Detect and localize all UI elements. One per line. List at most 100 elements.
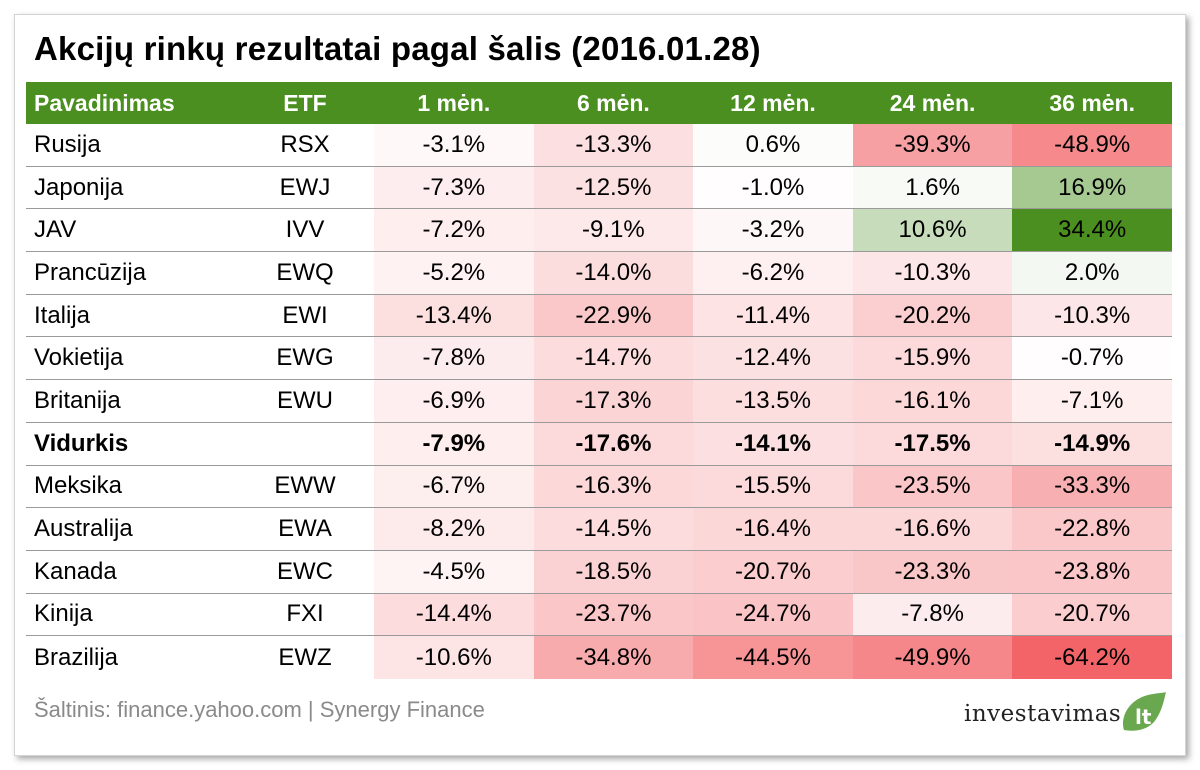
- column-header: 24 mėn.: [889, 89, 976, 116]
- logo-leaf-icon: lt: [1123, 692, 1166, 731]
- return-value-cell: -16.6%: [852, 508, 1013, 550]
- country-name: Kinija: [34, 600, 93, 628]
- source-note: Šaltinis: finance.yahoo.com | Synergy Fi…: [34, 697, 485, 722]
- return-value-cell: -20.2%: [852, 294, 1013, 337]
- country-name: Kanada: [34, 557, 117, 585]
- return-value-cell: -7.8%: [852, 593, 1013, 636]
- return-value-cell: -22.8%: [1012, 508, 1172, 550]
- return-value-cell: -7.2%: [374, 209, 534, 252]
- country-name: JAV: [34, 216, 77, 244]
- return-value-cell: -33.3%: [1012, 465, 1172, 508]
- return-value-cell: -7.3%: [374, 166, 534, 209]
- return-value-cell: 2.0%: [1012, 252, 1172, 294]
- column-header: 36 mėn.: [1049, 89, 1135, 116]
- return-value-cell: -16.1%: [852, 380, 1013, 422]
- etf-ticker: [236, 423, 374, 465]
- return-value-cell: -12.4%: [693, 337, 853, 380]
- etf-ticker: EWG: [276, 344, 334, 372]
- return-value-cell: -7.8%: [374, 337, 534, 380]
- return-value-cell: -49.9%: [852, 636, 1013, 679]
- return-value-cell: -6.9%: [374, 380, 534, 422]
- country-name: Vokietija: [34, 344, 124, 372]
- return-value-cell: -23.7%: [533, 593, 694, 636]
- return-value-cell: -6.2%: [693, 252, 853, 294]
- return-value-cell: -11.4%: [693, 294, 853, 337]
- return-value-cell: -64.2%: [1012, 636, 1172, 679]
- return-value-cell: -13.5%: [693, 380, 853, 422]
- return-value-cell: -17.3%: [533, 380, 694, 422]
- return-value-cell: -4.5%: [374, 550, 534, 593]
- return-value-cell: -16.3%: [533, 465, 694, 508]
- table-row: Rusija RSX -3.1% -13.3% 0.6% -39.3% -48.9%: [26, 124, 1172, 167]
- etf-ticker: FXI: [286, 600, 324, 628]
- return-value-cell: 10.6%: [852, 209, 1013, 252]
- column-header: ETF: [283, 89, 327, 116]
- country-name: Britanija: [34, 386, 121, 414]
- table-row: Vokietija EWG -7.8% -14.7% -12.4% -15.9% -0.7%: [26, 337, 1172, 381]
- return-value-cell: -14.4%: [374, 593, 534, 636]
- etf-ticker: EWZ: [278, 643, 332, 671]
- table-row: Kinija FXI -14.4% -23.7% -24.7% -7.8% -20.7%: [26, 593, 1172, 637]
- return-value-cell: -48.9%: [1012, 124, 1172, 166]
- investavimas-logo: investavimas lt: [964, 690, 1174, 734]
- etf-ticker: EWJ: [279, 173, 331, 201]
- logo-wordmark: investavimas: [964, 701, 1122, 727]
- table-row: Meksika EWW -6.7% -16.3% -15.5% -23.5% -33.3%: [26, 465, 1172, 509]
- country-name: Brazilija: [34, 643, 119, 671]
- return-value-cell: -10.3%: [1012, 294, 1172, 337]
- return-value-cell: -14.1%: [693, 422, 853, 465]
- etf-ticker: EWU: [277, 386, 333, 414]
- etf-ticker: EWA: [278, 515, 332, 543]
- return-value-cell: -17.6%: [533, 422, 694, 465]
- country-name: Australija: [34, 515, 133, 543]
- return-value-cell: 1.6%: [852, 166, 1013, 209]
- table-row: Brazilija EWZ -10.6% -34.8% -44.5% -49.9% -64.…: [26, 636, 1172, 679]
- country-name: Rusija: [34, 130, 101, 158]
- etf-ticker: EWW: [274, 472, 336, 500]
- return-value-cell: -34.8%: [533, 636, 694, 679]
- column-header: 12 mėn.: [730, 89, 816, 116]
- return-value-cell: -24.7%: [693, 593, 853, 636]
- table-row: Prancūzija EWQ -5.2% -14.0% -6.2% -10.3% 2.0%: [26, 252, 1172, 295]
- return-value-cell: -23.3%: [852, 550, 1013, 593]
- etf-ticker: EWC: [277, 557, 333, 585]
- return-value-cell: -0.7%: [1012, 337, 1172, 380]
- column-header: 6 mėn.: [576, 89, 650, 116]
- return-value-cell: -13.3%: [533, 124, 694, 166]
- return-value-cell: -12.5%: [533, 166, 694, 209]
- return-value-cell: -44.5%: [693, 636, 853, 679]
- return-value-cell: -9.1%: [533, 209, 694, 252]
- return-value-cell: -5.2%: [374, 252, 534, 294]
- return-value-cell: -39.3%: [852, 124, 1013, 166]
- table-row: JAV IVV -7.2% -9.1% -3.2% 10.6% 34.4%: [26, 209, 1172, 253]
- return-value-cell: -14.9%: [1012, 422, 1172, 465]
- return-value-cell: -3.2%: [693, 209, 853, 252]
- return-value-cell: -15.9%: [852, 337, 1013, 380]
- return-value-cell: -18.5%: [533, 550, 694, 593]
- country-name: Italija: [34, 301, 91, 329]
- table-row: Britanija EWU -6.9% -17.3% -13.5% -16.1% -7.1%: [26, 380, 1172, 423]
- return-value-cell: -16.4%: [693, 508, 853, 550]
- return-value-cell: -14.7%: [533, 337, 694, 380]
- table-row: Vidurkis -7.9% -17.6% -14.1% -17.5% -14.9%: [26, 422, 1172, 466]
- return-value-cell: -8.2%: [374, 508, 534, 550]
- return-value-cell: -10.6%: [374, 636, 534, 679]
- chart-title: Akcijų rinkų rezultatai pagal šalis (201…: [34, 30, 761, 67]
- return-value-cell: 34.4%: [1012, 209, 1172, 252]
- return-value-cell: -3.1%: [374, 124, 534, 166]
- return-value-cell: -20.7%: [1012, 593, 1172, 636]
- table-body: Rusija RSX -3.1% -13.3% 0.6% -39.3% -48.9% Japo…: [26, 124, 1172, 679]
- country-name: Prancūzija: [34, 258, 147, 286]
- country-name: Meksika: [34, 472, 123, 500]
- return-value-cell: -13.4%: [374, 294, 534, 337]
- return-value-cell: 0.6%: [693, 124, 853, 166]
- table-header-row: Pavadinimas ETF 1 mėn. 6 mėn. 12 mėn. 24 mėn.…: [26, 82, 1172, 124]
- return-value-cell: -20.7%: [693, 550, 853, 593]
- return-value-cell: -14.5%: [533, 508, 694, 550]
- svg-text:lt: lt: [1135, 705, 1152, 729]
- table-row: Japonija EWJ -7.3% -12.5% -1.0% 1.6% 16.9%: [26, 166, 1172, 210]
- column-header: Pavadinimas: [34, 89, 175, 116]
- etf-ticker: IVV: [285, 216, 325, 244]
- return-value-cell: -15.5%: [693, 465, 853, 508]
- return-value-cell: -7.1%: [1012, 380, 1172, 422]
